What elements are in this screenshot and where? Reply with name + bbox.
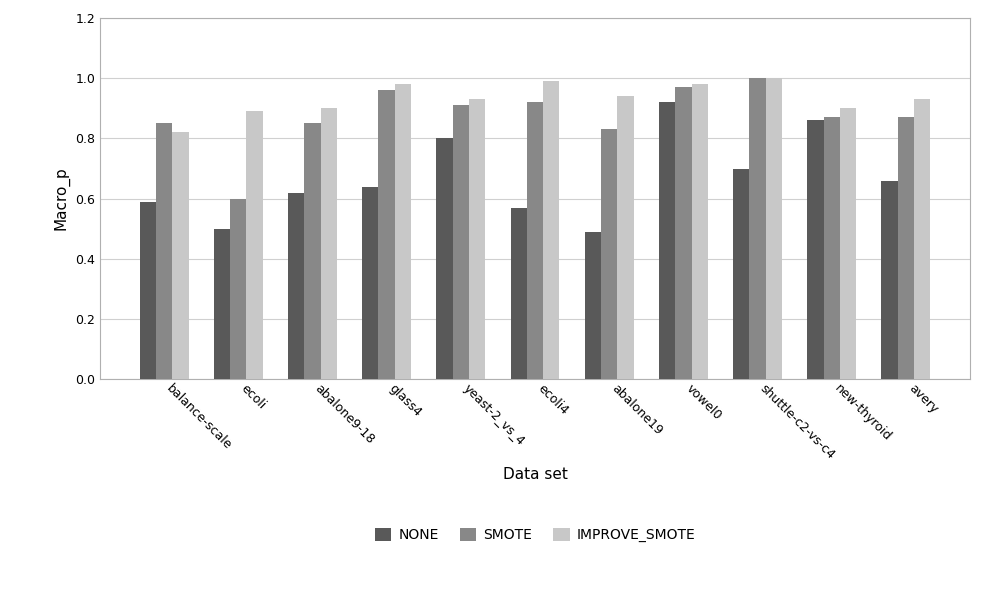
Bar [898, 117, 914, 379]
Legend: NONE, SMOTE, IMPROVE_SMOTE: NONE, SMOTE, IMPROVE_SMOTE [369, 523, 701, 548]
Bar [304, 123, 321, 379]
Bar [321, 109, 337, 379]
Bar [214, 229, 230, 379]
Bar [453, 106, 469, 379]
Bar [527, 103, 543, 379]
Bar [230, 199, 246, 379]
Bar [601, 130, 617, 379]
Bar [692, 84, 708, 379]
Bar [511, 208, 527, 379]
Bar [469, 100, 485, 379]
Bar [585, 232, 601, 379]
Bar [881, 181, 898, 379]
Bar [749, 78, 766, 379]
Bar [914, 100, 930, 379]
Bar [733, 169, 749, 379]
Bar [378, 90, 395, 379]
Bar [140, 202, 156, 379]
Bar [288, 192, 304, 379]
Bar [675, 87, 692, 379]
Bar [156, 123, 172, 379]
Bar [824, 117, 840, 379]
Bar [543, 81, 559, 379]
Bar [617, 97, 634, 379]
Bar [246, 111, 263, 379]
Bar [766, 78, 782, 379]
X-axis label: Data set: Data set [503, 467, 567, 482]
Bar [395, 84, 411, 379]
Bar [840, 109, 856, 379]
Bar [362, 186, 378, 379]
Bar [659, 103, 675, 379]
Y-axis label: Macro_p: Macro_p [53, 167, 70, 230]
Bar [807, 120, 824, 379]
Bar [436, 139, 453, 379]
Bar [172, 133, 189, 379]
